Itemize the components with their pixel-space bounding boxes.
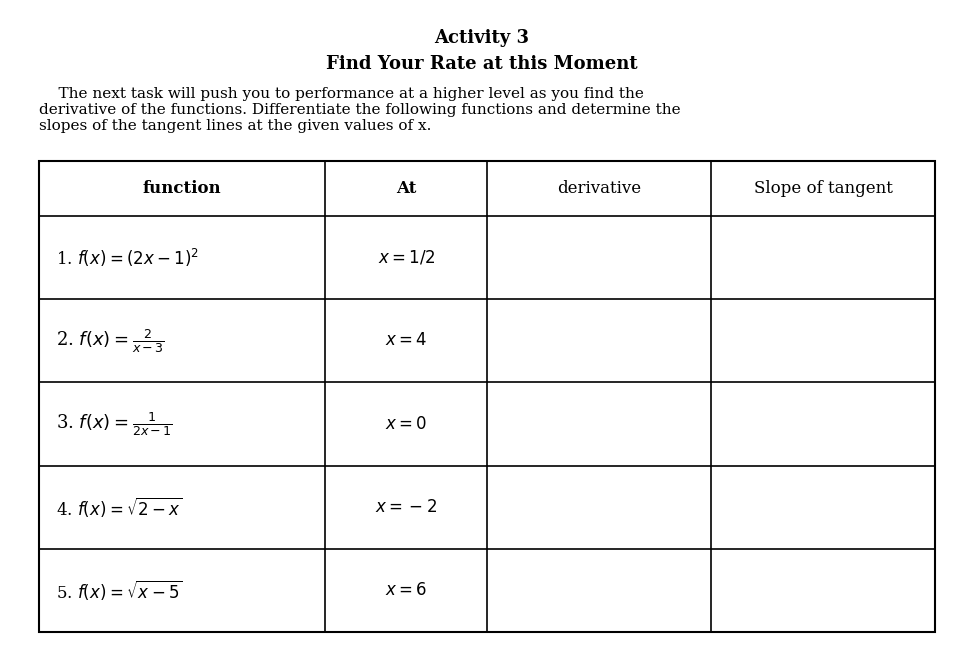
Text: $x = 4$: $x = 4$ <box>385 332 427 350</box>
Text: 3. $f(x) = \frac{1}{2x-1}$: 3. $f(x) = \frac{1}{2x-1}$ <box>56 410 173 438</box>
Text: 5. $f(x) = \sqrt{x-5}$: 5. $f(x) = \sqrt{x-5}$ <box>56 579 183 602</box>
Text: Find Your Rate at this Moment: Find Your Rate at this Moment <box>326 55 638 73</box>
Text: $x = 6$: $x = 6$ <box>385 582 427 599</box>
Text: 1. $f(x) = (2x-1)^2$: 1. $f(x) = (2x-1)^2$ <box>56 246 199 269</box>
Text: $x = 1/2$: $x = 1/2$ <box>378 249 435 266</box>
Text: $x = 0$: $x = 0$ <box>385 415 427 433</box>
Text: 2. $f(x) = \frac{2}{x-3}$: 2. $f(x) = \frac{2}{x-3}$ <box>56 327 165 355</box>
Text: Slope of tangent: Slope of tangent <box>754 180 893 197</box>
Text: function: function <box>143 180 222 197</box>
Text: $x = -2$: $x = -2$ <box>375 499 438 516</box>
Text: At: At <box>396 180 416 197</box>
Text: 4. $f(x) = \sqrt{2-x}$: 4. $f(x) = \sqrt{2-x}$ <box>56 495 183 519</box>
Text: Activity 3: Activity 3 <box>435 29 529 47</box>
Text: derivative: derivative <box>557 180 641 197</box>
Text: The next task will push you to performance at a higher level as you find the
der: The next task will push you to performan… <box>39 87 681 134</box>
